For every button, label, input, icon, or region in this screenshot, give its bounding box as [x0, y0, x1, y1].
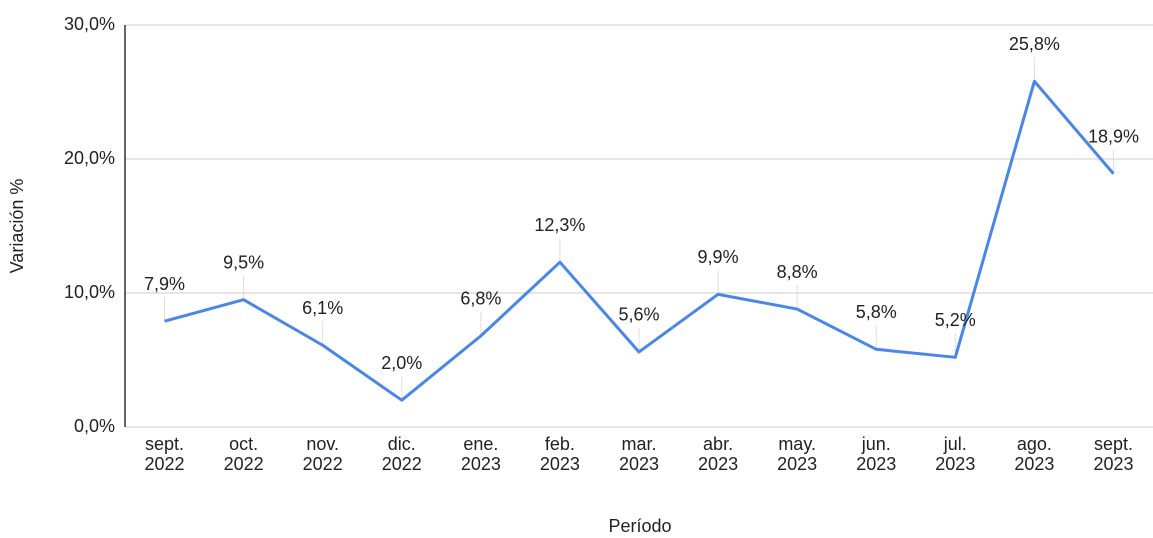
x-tick-label-line: may. — [778, 434, 816, 454]
data-label: 18,9% — [1088, 126, 1139, 146]
x-tick-label-line: jun. — [861, 434, 891, 454]
x-tick-label: oct. 2022 — [224, 434, 264, 474]
data-label: 6,8% — [460, 289, 501, 309]
x-tick-label-line: ago. — [1017, 434, 1052, 454]
x-tick-label: sept. 2022 — [145, 434, 185, 474]
x-tick-label-line: 2023 — [698, 454, 738, 474]
data-label: 6,1% — [302, 298, 343, 318]
x-tick-label-line: 2022 — [224, 454, 264, 474]
data-label: 12,3% — [534, 215, 585, 235]
data-label: 7,9% — [144, 274, 185, 294]
data-label: 5,6% — [618, 305, 659, 325]
y-tick-label: 20,0% — [64, 148, 115, 168]
x-tick-label-line: 2022 — [145, 454, 185, 474]
x-tick-label-line: 2023 — [777, 454, 817, 474]
x-tick-label-line: mar. — [621, 434, 656, 454]
x-tick-label: may. 2023 — [777, 434, 817, 474]
x-tick-label: ago. 2023 — [1014, 434, 1054, 474]
x-tick-label: abr. 2023 — [698, 434, 738, 474]
x-tick-label-line: 2023 — [856, 454, 896, 474]
x-tick-label-line: nov. — [306, 434, 339, 454]
x-tick-label-line: 2023 — [1093, 454, 1133, 474]
x-tick-label-line: 2023 — [1014, 454, 1054, 474]
x-tick-label-line: 2023 — [619, 454, 659, 474]
series-line — [164, 79, 1115, 402]
data-label: 2,0% — [381, 353, 422, 373]
x-tick-label-line: jul. — [943, 434, 967, 454]
x-tick-label: sept. 2023 — [1093, 434, 1133, 474]
x-tick-label-line: ene. — [463, 434, 498, 454]
x-tick-label: feb. 2023 — [540, 434, 580, 474]
data-label: 9,5% — [223, 252, 264, 272]
data-label: 8,8% — [777, 262, 818, 282]
x-tick-label-line: 2023 — [935, 454, 975, 474]
data-label: 25,8% — [1009, 34, 1060, 54]
y-axis-label: Variación % — [7, 179, 27, 274]
x-tick-label: jun. 2023 — [856, 434, 896, 474]
y-tick-label: 0,0% — [74, 416, 115, 436]
x-tick-label: dic. 2022 — [382, 434, 422, 474]
data-label: 5,2% — [935, 310, 976, 330]
x-tick-label-line: feb. — [545, 434, 575, 454]
data-label: 9,9% — [698, 247, 739, 267]
x-tick-label: jul. 2023 — [935, 434, 975, 474]
x-axis-label: Período — [608, 516, 671, 536]
y-tick-label: 10,0% — [64, 282, 115, 302]
y-tick-label: 30,0% — [64, 14, 115, 34]
x-tick-label-line: abr. — [703, 434, 733, 454]
data-label: 5,8% — [856, 302, 897, 322]
x-tick-label: nov. 2022 — [303, 434, 343, 474]
x-tick-label-line: dic. — [388, 434, 416, 454]
x-tick-label: mar. 2023 — [619, 434, 659, 474]
x-tick-label-line: 2023 — [461, 454, 501, 474]
x-tick-label-line: sept. — [1094, 434, 1133, 454]
x-tick-label-line: 2022 — [382, 454, 422, 474]
x-tick-label-line: 2023 — [540, 454, 580, 474]
x-tick-label: ene. 2023 — [461, 434, 501, 474]
x-tick-label-line: 2022 — [303, 454, 343, 474]
x-tick-label-line: sept. — [145, 434, 184, 454]
x-tick-label-line: oct. — [229, 434, 258, 454]
